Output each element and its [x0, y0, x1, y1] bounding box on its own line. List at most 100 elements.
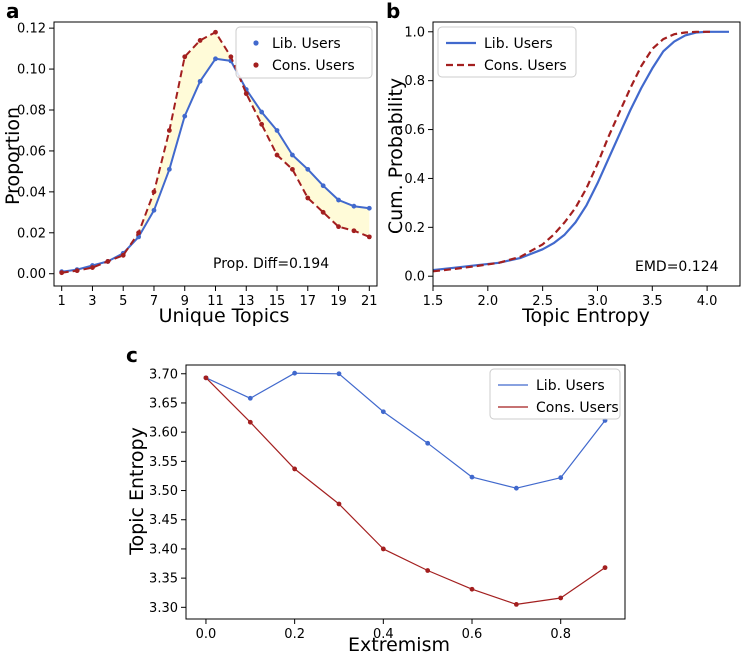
x-tick-label: 4.0: [697, 294, 718, 309]
data-point-cons: [120, 252, 126, 258]
panel-b-annotation: EMD=0.124: [635, 259, 719, 275]
legend-label-lib: Lib. Users: [484, 36, 553, 52]
data-point-cons: [243, 91, 249, 97]
legend-marker-cons: [253, 62, 259, 68]
panel-a-ylabel: Proportion: [2, 107, 24, 205]
data-point-cons: [292, 466, 298, 472]
data-point-cons: [105, 259, 111, 264]
data-point-cons: [469, 586, 475, 592]
x-tick-label: 0.0: [196, 627, 217, 642]
x-tick-label: 1.5: [423, 294, 444, 309]
data-point-cons: [425, 568, 431, 573]
plot-frame: [432, 21, 741, 287]
data-point-cons: [558, 595, 564, 601]
y-tick-label: 0.04: [17, 185, 46, 200]
y-tick-label: 0.00: [17, 267, 46, 282]
x-tick-label: 11: [207, 294, 224, 309]
x-tick-label: 0.6: [462, 627, 483, 642]
data-point-lib: [247, 395, 253, 401]
y-tick-label: 0.12: [17, 22, 46, 37]
y-tick-label: 0.10: [17, 63, 46, 78]
data-point-cons: [59, 270, 65, 276]
x-tick-label: 9: [181, 294, 189, 309]
y-tick-label: 3.50: [149, 484, 178, 499]
y-tick-label: 3.60: [149, 426, 178, 441]
y-tick-label: 0.0: [404, 270, 425, 285]
data-point-cons: [305, 195, 311, 201]
data-point-cons: [182, 54, 188, 60]
y-tick-label: 3.45: [149, 513, 178, 528]
data-point-cons: [274, 152, 280, 158]
data-point-cons: [228, 54, 234, 60]
data-point-cons: [74, 268, 80, 274]
series-line-lib: [205, 372, 606, 489]
panel-b: b 1.5 2.0 2.5 3.0 3.5 4.0 0.0 0.2 0.4 0.6 0.8 1.0 Li…: [385, 0, 741, 327]
data-point-lib: [425, 440, 431, 446]
legend-label-cons: Cons. Users: [484, 58, 567, 74]
y-tick-label: 0.2: [404, 221, 425, 236]
y-tick-label: 0.06: [17, 144, 46, 159]
plot-frame: [185, 364, 626, 620]
panel-a-annotation: Prop. Diff=0.194: [213, 256, 329, 272]
y-tick-label: 0.02: [17, 226, 46, 241]
series-line-cons: [205, 377, 606, 605]
data-point-lib: [151, 207, 157, 213]
x-tick-label: 3.0: [587, 294, 608, 309]
data-point-cons: [336, 224, 341, 230]
data-point-lib: [292, 370, 298, 376]
data-point-lib: [351, 203, 357, 209]
panel-c: c 0.0 0.2 0.4 0.6 0.8 3.30 3.35 3.40 3.45 3.50 3.5…: [126, 343, 626, 656]
legend-box: [235, 26, 373, 79]
data-point-cons: [166, 128, 172, 133]
x-tick-label: 15: [269, 294, 286, 309]
data-point-lib: [182, 113, 188, 119]
data-point-lib: [469, 474, 475, 480]
data-point-lib: [290, 152, 295, 158]
data-point-lib: [213, 56, 218, 62]
plot-frame: [53, 21, 378, 287]
data-point-lib: [166, 166, 172, 172]
data-point-cons: [247, 419, 253, 425]
data-point-cons: [136, 230, 141, 236]
x-tick-label: 19: [330, 294, 347, 309]
x-tick-label: 2.5: [532, 294, 553, 309]
data-point-lib: [320, 183, 326, 189]
data-point-lib: [513, 485, 519, 491]
y-tick-label: 3.30: [149, 601, 178, 616]
data-point-lib: [558, 475, 564, 481]
y-tick-label: 0.6: [404, 123, 425, 138]
x-tick-label: 0.4: [373, 627, 394, 642]
y-tick-label: 0.8: [404, 74, 425, 89]
x-tick-label: 3.5: [642, 294, 663, 309]
series-line-lib: [61, 57, 370, 273]
panel-b-ylabel: Cum. Probability: [385, 78, 407, 234]
y-tick-label: 3.55: [149, 455, 178, 470]
panel-b-xlabel: Topic Entropy: [521, 305, 650, 327]
panel-c-xlabel: Extremism: [348, 634, 450, 656]
data-point-lib: [380, 409, 386, 415]
data-point-cons: [320, 209, 326, 215]
y-tick-label: 3.65: [149, 396, 178, 411]
x-tick-label: 17: [300, 294, 317, 309]
y-tick-label: 3.70: [149, 367, 178, 382]
series-line-cons: [432, 30, 713, 273]
data-point-cons: [602, 565, 608, 571]
legend-label-cons: Cons. Users: [536, 400, 619, 416]
x-tick-label: 0.8: [550, 627, 571, 642]
y-tick-label: 1.0: [404, 25, 425, 40]
panel-c-ylabel: Topic Entropy: [126, 427, 148, 556]
panel-a-letter: a: [6, 0, 20, 23]
data-point-lib: [336, 197, 341, 203]
panel-b-letter: b: [386, 0, 400, 23]
data-point-lib: [274, 128, 280, 133]
x-tick-label: 21: [361, 294, 378, 309]
data-point-cons: [213, 29, 218, 35]
x-tick-label: 13: [238, 294, 255, 309]
panel-c-letter: c: [126, 343, 138, 367]
legend-marker-lib: [253, 40, 259, 46]
data-point-cons: [151, 189, 157, 195]
data-point-cons: [336, 501, 342, 507]
data-point-cons: [366, 234, 372, 240]
legend-label-cons: Cons. Users: [272, 58, 355, 74]
